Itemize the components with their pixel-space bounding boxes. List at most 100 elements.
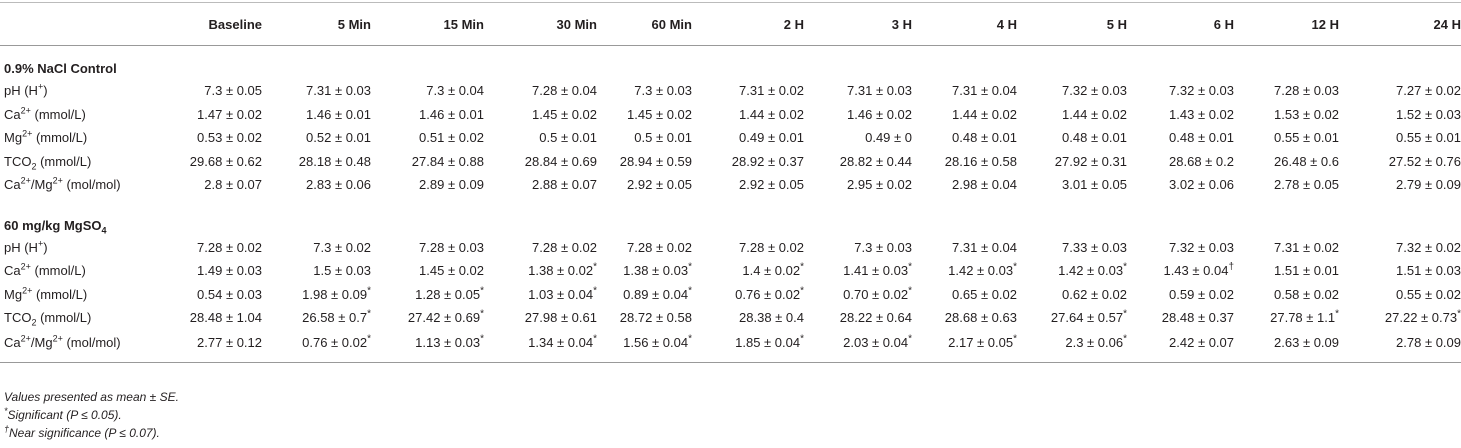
- row-label: Ca2+ (mmol/L): [0, 259, 170, 283]
- superscript: +: [37, 238, 44, 249]
- cell: 2.78 ± 0.05: [1274, 177, 1339, 193]
- significance-mark: *: [688, 261, 692, 273]
- cell-value: 0.89 ± 0.04: [623, 286, 689, 302]
- cell: 0.76 ± 0.02*: [692, 283, 804, 307]
- section-title: 0.9% NaCl Control: [0, 46, 1461, 80]
- text: Mg: [4, 286, 23, 302]
- data-row: pH (H+) 7.3 ± 0.05 7.31 ± 0.03 7.3 ± 0.04 7.…: [0, 79, 1461, 103]
- table-body: 0.9% NaCl Control pH (H+) 7.3 ± 0.05 7.31 ±…: [0, 46, 1461, 363]
- cell-value: 27.22 ± 0.73: [1384, 310, 1458, 326]
- column-header: 3 H: [804, 2, 912, 46]
- superscript: 2+: [20, 261, 31, 272]
- cell: 1.45 ± 0.02: [532, 106, 597, 122]
- text: pH (H: [4, 239, 38, 255]
- cell: 7.31 ± 0.04: [952, 83, 1017, 99]
- cell: 28.94 ± 0.59: [619, 153, 692, 169]
- cell: 1.85 ± 0.04*: [692, 330, 804, 363]
- superscript: 2+: [20, 175, 31, 186]
- cell: 0.55 ± 0.01: [1274, 130, 1339, 146]
- data-row: Ca2+/Mg2+ (mol/mol) 2.77 ± 0.12 0.76 ± 0.0…: [0, 330, 1461, 363]
- cell: 0.49 ± 0.01: [739, 130, 804, 146]
- significance-mark: †: [1228, 261, 1234, 273]
- cell: 0.54 ± 0.03: [197, 286, 262, 302]
- cell: 26.58 ± 0.7*: [262, 306, 371, 330]
- superscript: 2+: [20, 333, 31, 344]
- data-row: Ca2+/Mg2+ (mol/mol) 2.8 ± 0.07 2.83 ± 0.06…: [0, 173, 1461, 197]
- cell: 0.5 ± 0.01: [634, 130, 692, 146]
- cell: 7.3 ± 0.03: [634, 83, 692, 99]
- row-label: pH (H+): [0, 236, 170, 260]
- cell: 28.38 ± 0.4: [739, 310, 804, 326]
- cell: 1.4 ± 0.02*: [692, 259, 804, 283]
- subscript: 2: [31, 161, 37, 172]
- cell: 1.44 ± 0.02: [739, 106, 804, 122]
- cell: 28.84 ± 0.69: [524, 153, 597, 169]
- significance-mark: *: [480, 308, 484, 320]
- significance-mark: *: [1335, 308, 1339, 320]
- row-label: Mg2+ (mmol/L): [0, 126, 170, 150]
- cell: 2.8 ± 0.07: [204, 177, 262, 193]
- cell-value: 1.28 ± 0.05: [415, 286, 481, 302]
- cell: 1.34 ± 0.04*: [484, 330, 597, 363]
- cell: 7.3 ± 0.02: [313, 239, 371, 255]
- cell: 1.56 ± 0.04*: [597, 330, 692, 363]
- row-label: Ca2+ (mmol/L): [0, 103, 170, 127]
- cell: 27.52 ± 0.76: [1388, 153, 1461, 169]
- text: Ca: [4, 263, 21, 279]
- cell: 2.95 ± 0.02: [847, 177, 912, 193]
- significance-mark: *: [908, 261, 912, 273]
- column-header: 12 H: [1234, 2, 1339, 46]
- cell-value: 1.42 ± 0.03: [1058, 263, 1124, 279]
- cell-value: 2.17 ± 0.05: [948, 335, 1014, 350]
- cell: 0.65 ± 0.02: [952, 286, 1017, 302]
- text: Mg: [4, 130, 23, 146]
- significance-mark: *: [800, 261, 804, 273]
- significance-mark: *: [480, 333, 484, 345]
- significance-mark: *: [367, 285, 371, 297]
- cell: 1.44 ± 0.02: [952, 106, 1017, 122]
- superscript: 2+: [52, 175, 63, 186]
- significance-mark: *: [367, 308, 371, 320]
- text: ): [43, 83, 48, 99]
- cell: 1.03 ± 0.04*: [484, 283, 597, 307]
- cell: 0.48 ± 0.01: [1169, 130, 1234, 146]
- cell: 7.32 ± 0.02: [1396, 239, 1461, 255]
- cell: 1.53 ± 0.02: [1274, 106, 1339, 122]
- cell: 29.68 ± 0.62: [189, 153, 262, 169]
- cell: 0.52 ± 0.01: [306, 130, 371, 146]
- cell: 28.22 ± 0.64: [839, 310, 912, 326]
- superscript: 2+: [20, 105, 31, 116]
- text: (mol/mol): [62, 335, 121, 350]
- column-header: 5 Min: [262, 2, 371, 46]
- column-header: [0, 2, 170, 46]
- cell: 2.78 ± 0.09: [1396, 335, 1461, 350]
- cell: 2.88 ± 0.07: [532, 177, 597, 193]
- cell: 7.31 ± 0.03: [306, 83, 371, 99]
- cell: 1.47 ± 0.02: [197, 106, 262, 122]
- significance-mark: *: [688, 333, 692, 345]
- cell: 2.92 ± 0.05: [739, 177, 804, 193]
- cell-value: 1.41 ± 0.03: [843, 263, 909, 279]
- footnote-mark: †: [4, 424, 10, 434]
- cell-value: 2.3 ± 0.06: [1065, 335, 1124, 350]
- column-header: 24 H: [1339, 2, 1461, 46]
- cell: 27.64 ± 0.57*: [1017, 306, 1127, 330]
- cell-value: 1.34 ± 0.04: [528, 335, 594, 350]
- significance-mark: *: [908, 285, 912, 297]
- cell: 28.68 ± 0.63: [944, 310, 1017, 326]
- section-row: 60 mg/kg MgSO4: [0, 197, 1461, 236]
- cell: 3.01 ± 0.05: [1062, 177, 1127, 193]
- cell: 7.31 ± 0.02: [1274, 239, 1339, 255]
- cell: 28.16 ± 0.58: [944, 153, 1017, 169]
- cell: 7.31 ± 0.04: [952, 239, 1017, 255]
- text: /Mg: [30, 177, 53, 193]
- significance-mark: *: [1123, 261, 1127, 273]
- cell: 28.72 ± 0.58: [619, 310, 692, 326]
- cell-value: 1.4 ± 0.02: [742, 263, 801, 279]
- cell: 7.32 ± 0.03: [1062, 83, 1127, 99]
- column-header: 6 H: [1127, 2, 1234, 46]
- text: pH (H: [4, 83, 38, 99]
- text: (mmol/L): [36, 153, 92, 169]
- cell: 28.18 ± 0.48: [298, 153, 371, 169]
